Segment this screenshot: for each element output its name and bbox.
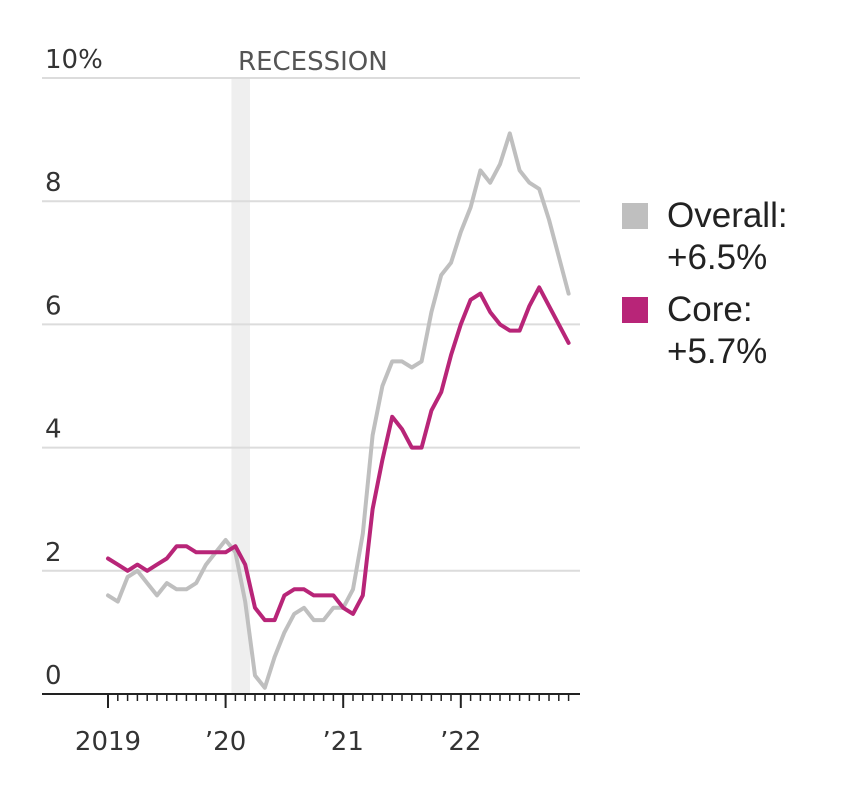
y-tick-label: 6 xyxy=(45,291,62,321)
legend-swatch-core xyxy=(622,297,648,323)
x-tick-label: ’21 xyxy=(323,727,364,757)
legend-swatch-overall xyxy=(622,203,648,229)
y-tick-label: 4 xyxy=(45,415,62,445)
legend-item-core: Core: +5.7% xyxy=(622,289,788,373)
x-tick-label: ’20 xyxy=(205,727,246,757)
y-tick-label: 2 xyxy=(45,538,62,568)
y-tick-label: 10% xyxy=(45,45,103,75)
legend-label-core: Core: xyxy=(667,290,753,329)
x-tick-label: ’22 xyxy=(440,727,481,757)
y-tick-label: 8 xyxy=(45,168,62,198)
series-line-core xyxy=(106,285,571,623)
legend-value-core: +5.7% xyxy=(667,332,768,371)
series-line-overall xyxy=(106,131,571,690)
y-tick-label: 0 xyxy=(45,661,62,691)
legend-value-overall: +6.5% xyxy=(667,238,768,277)
x-tick-label: 2019 xyxy=(75,727,141,757)
recession-label: RECESSION xyxy=(238,47,388,77)
legend-item-overall: Overall: +6.5% xyxy=(622,195,788,279)
legend: Overall: +6.5% Core: +5.7% xyxy=(622,195,788,383)
legend-label-overall: Overall: xyxy=(667,196,788,235)
recession-band xyxy=(231,78,250,694)
